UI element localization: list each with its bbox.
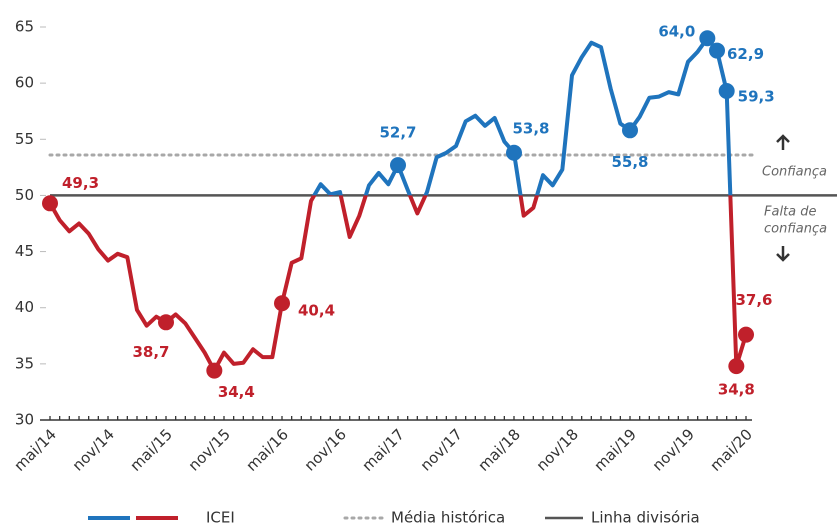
data-label: 34,4: [218, 383, 255, 401]
y-tick-label: 35: [15, 354, 34, 372]
x-tick-label: nov/18: [533, 425, 582, 474]
data-point: [42, 195, 58, 212]
y-tick-label: 60: [15, 74, 34, 92]
y-tick-label: 40: [15, 298, 34, 316]
x-tick-label: mai/18: [474, 425, 524, 475]
x-tick-label: mai/19: [590, 425, 640, 475]
data-point: [506, 144, 522, 161]
data-point: [274, 295, 290, 312]
annotation-below: confiança: [764, 222, 827, 237]
data-label: 52,7: [379, 124, 416, 142]
data-point: [718, 83, 735, 100]
data-label: 34,8: [718, 381, 755, 399]
y-tick-label: 65: [15, 18, 34, 36]
data-point: [738, 326, 754, 343]
data-label: 38,7: [132, 343, 169, 361]
x-tick-label: nov/16: [301, 425, 350, 474]
series-line-below: [48, 195, 748, 373]
data-point: [622, 122, 638, 139]
data-label: 53,8: [512, 119, 549, 137]
arrow-down: [776, 246, 790, 262]
legend-label: ICEI: [206, 509, 235, 527]
annotation-below: Falta de: [764, 205, 817, 220]
y-tick-label: 30: [15, 411, 34, 429]
data-label: 37,6: [735, 291, 772, 309]
data-label: 59,3: [738, 88, 775, 106]
x-tick-label: mai/16: [242, 425, 292, 475]
x-tick-label: nov/19: [649, 425, 698, 474]
y-tick-label: 50: [15, 186, 34, 204]
y-tick-label: 55: [15, 130, 34, 148]
data-point: [390, 157, 406, 174]
data-label: 55,8: [611, 153, 648, 171]
x-tick-label: mai/17: [358, 425, 408, 475]
data-label: 64,0: [658, 23, 695, 41]
arrow-up: [776, 134, 790, 150]
x-tick-label: nov/17: [417, 425, 466, 474]
data-label: 40,4: [298, 302, 335, 320]
annotation-above: Confiança: [762, 165, 827, 180]
data-point: [158, 314, 174, 331]
data-point: [728, 358, 745, 375]
data-label: 62,9: [727, 45, 764, 63]
x-tick-label: nov/15: [185, 425, 234, 474]
x-tick-label: mai/15: [126, 425, 176, 475]
data-point: [699, 30, 716, 47]
data-point: [206, 362, 223, 379]
data-label: 49,3: [62, 174, 99, 192]
x-tick-label: mai/20: [706, 425, 756, 475]
y-tick-label: 45: [15, 242, 34, 260]
legend-label: Linha divisória: [591, 509, 700, 527]
legend-label: Média histórica: [391, 509, 505, 527]
x-tick-label: mai/14: [10, 425, 60, 475]
data-point: [709, 42, 725, 59]
x-tick-label: nov/14: [69, 425, 118, 474]
